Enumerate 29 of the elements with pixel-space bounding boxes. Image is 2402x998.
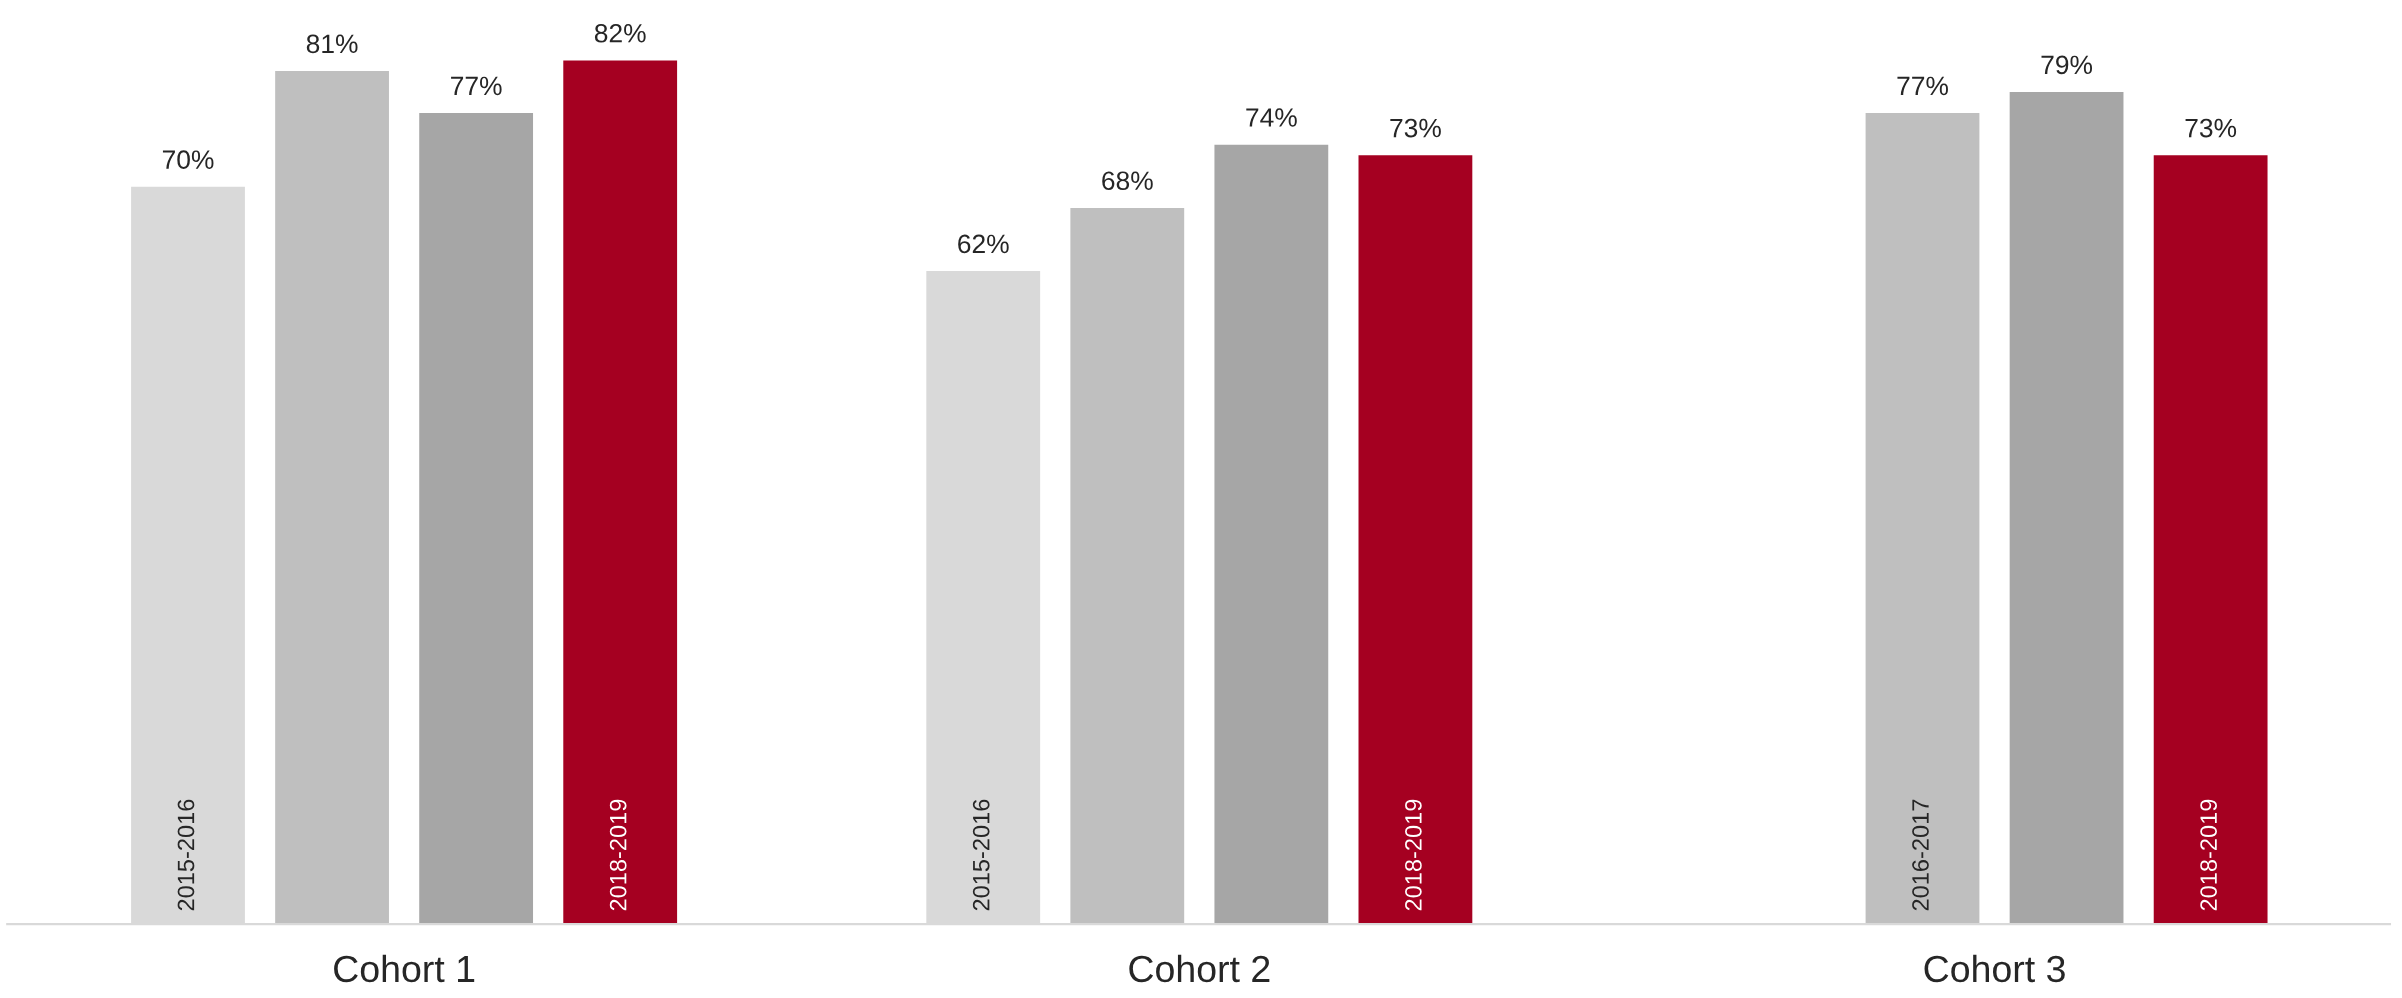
bar [1070,207,1185,925]
data-label: 77% [1897,76,1948,96]
x-tick-label: Cohort 2 [1129,954,1270,983]
bar [419,113,534,925]
data-label: 74% [1246,108,1297,127]
bar [1865,113,1980,925]
text: 2018-2019 [2200,799,2217,911]
data-label: 77% [451,76,502,96]
data-label: 70% [162,150,214,169]
data-label: 73% [2185,118,2237,138]
bar [1214,144,1329,925]
bar [275,70,389,925]
x-tick-label: Cohort 3 [1924,954,2065,983]
series-label: 2018-2019 [609,799,627,911]
data-label: 81% [306,34,358,54]
data-label: 82% [594,23,646,43]
series-label: 2016-2017 [1912,799,1929,911]
bar [2009,92,2124,925]
data-label: 62% [958,234,1009,254]
bar [2153,155,2268,925]
data-label: 68% [1102,171,1153,191]
text: 2015-2016 [972,799,990,911]
bar [1358,155,1473,925]
series-label: 2015-2016 [177,799,195,911]
bar [563,60,678,925]
data-label: 79% [2041,55,2093,75]
data-label: 73% [1390,118,1441,138]
x-tick-label: Cohort 1 [334,954,475,983]
text: 2018-2019 [1405,799,1422,911]
